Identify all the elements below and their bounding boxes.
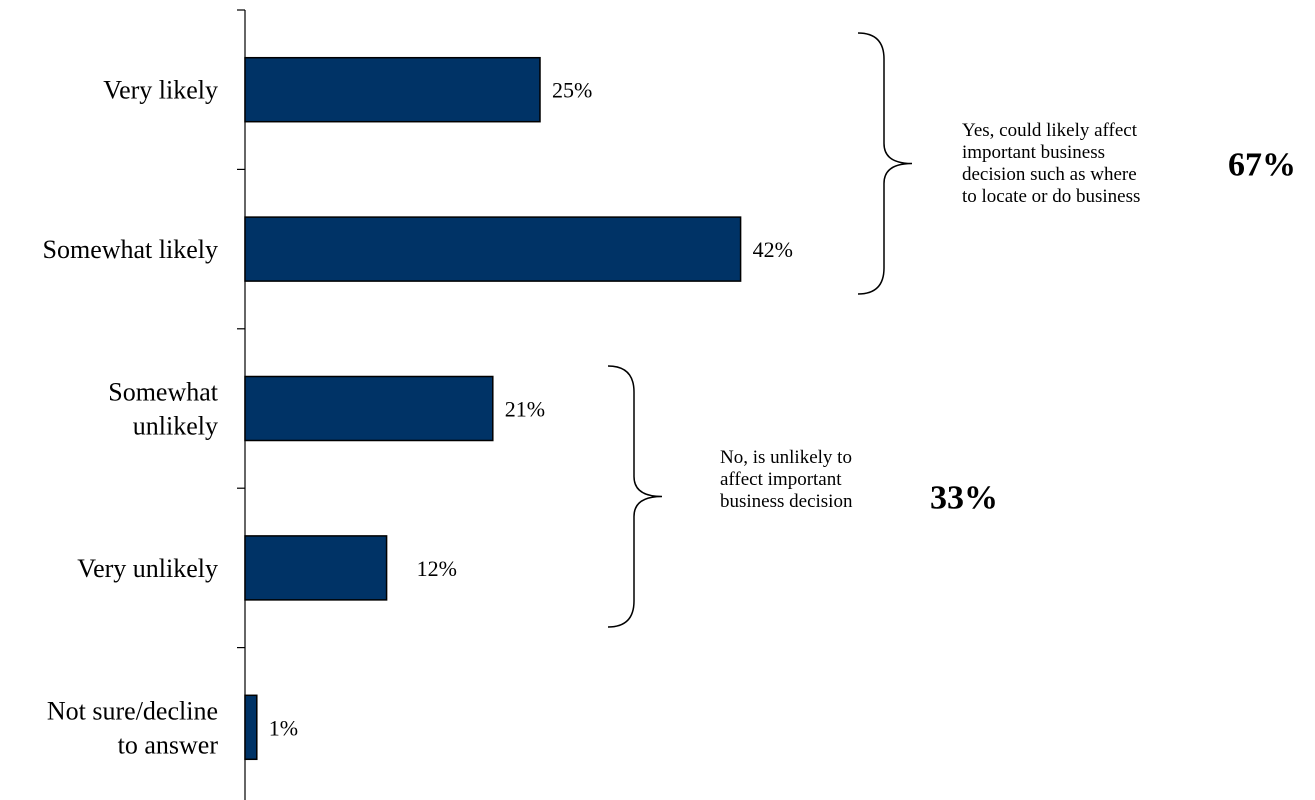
group-annotation: business decision [720, 491, 853, 512]
group-annotation: important business [962, 142, 1105, 163]
data-label: 21% [505, 397, 545, 422]
group-annotation: decision such as where [962, 164, 1137, 185]
category-label: Somewhat likely [43, 235, 218, 264]
category-label: Not sure/decline [47, 696, 218, 725]
data-label: 42% [753, 237, 793, 262]
group-annotation: to locate or do business [962, 186, 1140, 207]
group-annotation: affect important [720, 469, 842, 490]
category-label: Very likely [103, 76, 218, 105]
data-label: 25% [552, 78, 592, 103]
category-label: unlikely [133, 412, 218, 441]
group-annotation: Yes, could likely affect [962, 120, 1138, 141]
bar [244, 535, 388, 601]
category-label: to answer [118, 730, 219, 759]
category-label: Very unlikely [77, 554, 218, 583]
group-annotation: No, is unlikely to [720, 447, 852, 468]
category-label: Somewhat [108, 378, 219, 407]
group-total: 67% [1228, 147, 1296, 184]
bar [244, 694, 258, 761]
group-brace [607, 365, 663, 628]
bar [244, 56, 541, 123]
group-brace [857, 32, 913, 295]
data-label: 12% [417, 556, 457, 581]
data-label: 1% [269, 715, 298, 740]
bar [244, 375, 494, 442]
group-total: 33% [930, 480, 998, 517]
bar [244, 216, 742, 282]
